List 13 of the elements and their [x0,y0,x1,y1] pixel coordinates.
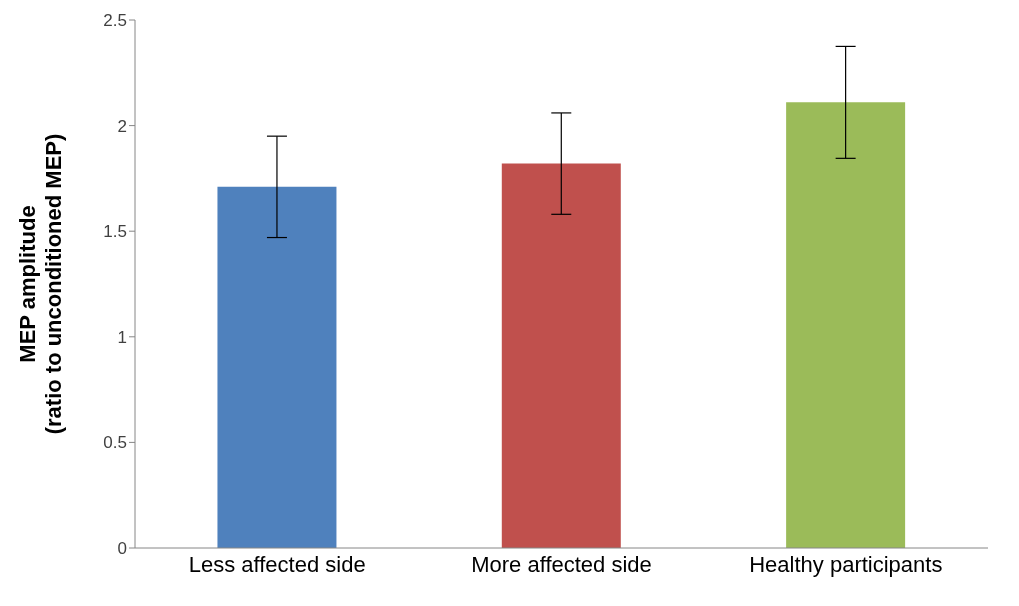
y-tick-label: 2.5 [103,11,127,31]
bar [501,163,621,548]
x-tick-label: More affected side [471,551,652,577]
y-axis-title: MEP amplitude (ratio to unconditioned MEP) [15,133,66,435]
y-tick-label: 0 [117,539,127,559]
bar [786,102,906,548]
y-tick-label: 2 [117,116,127,136]
y-tick-label: 1 [117,327,127,347]
y-tick-label: 0.5 [103,433,127,453]
bar [217,186,337,548]
x-tick-label: Healthy participants [749,551,943,577]
y-tick-label: 1.5 [103,222,127,242]
x-tick-label: Less affected side [188,551,366,577]
